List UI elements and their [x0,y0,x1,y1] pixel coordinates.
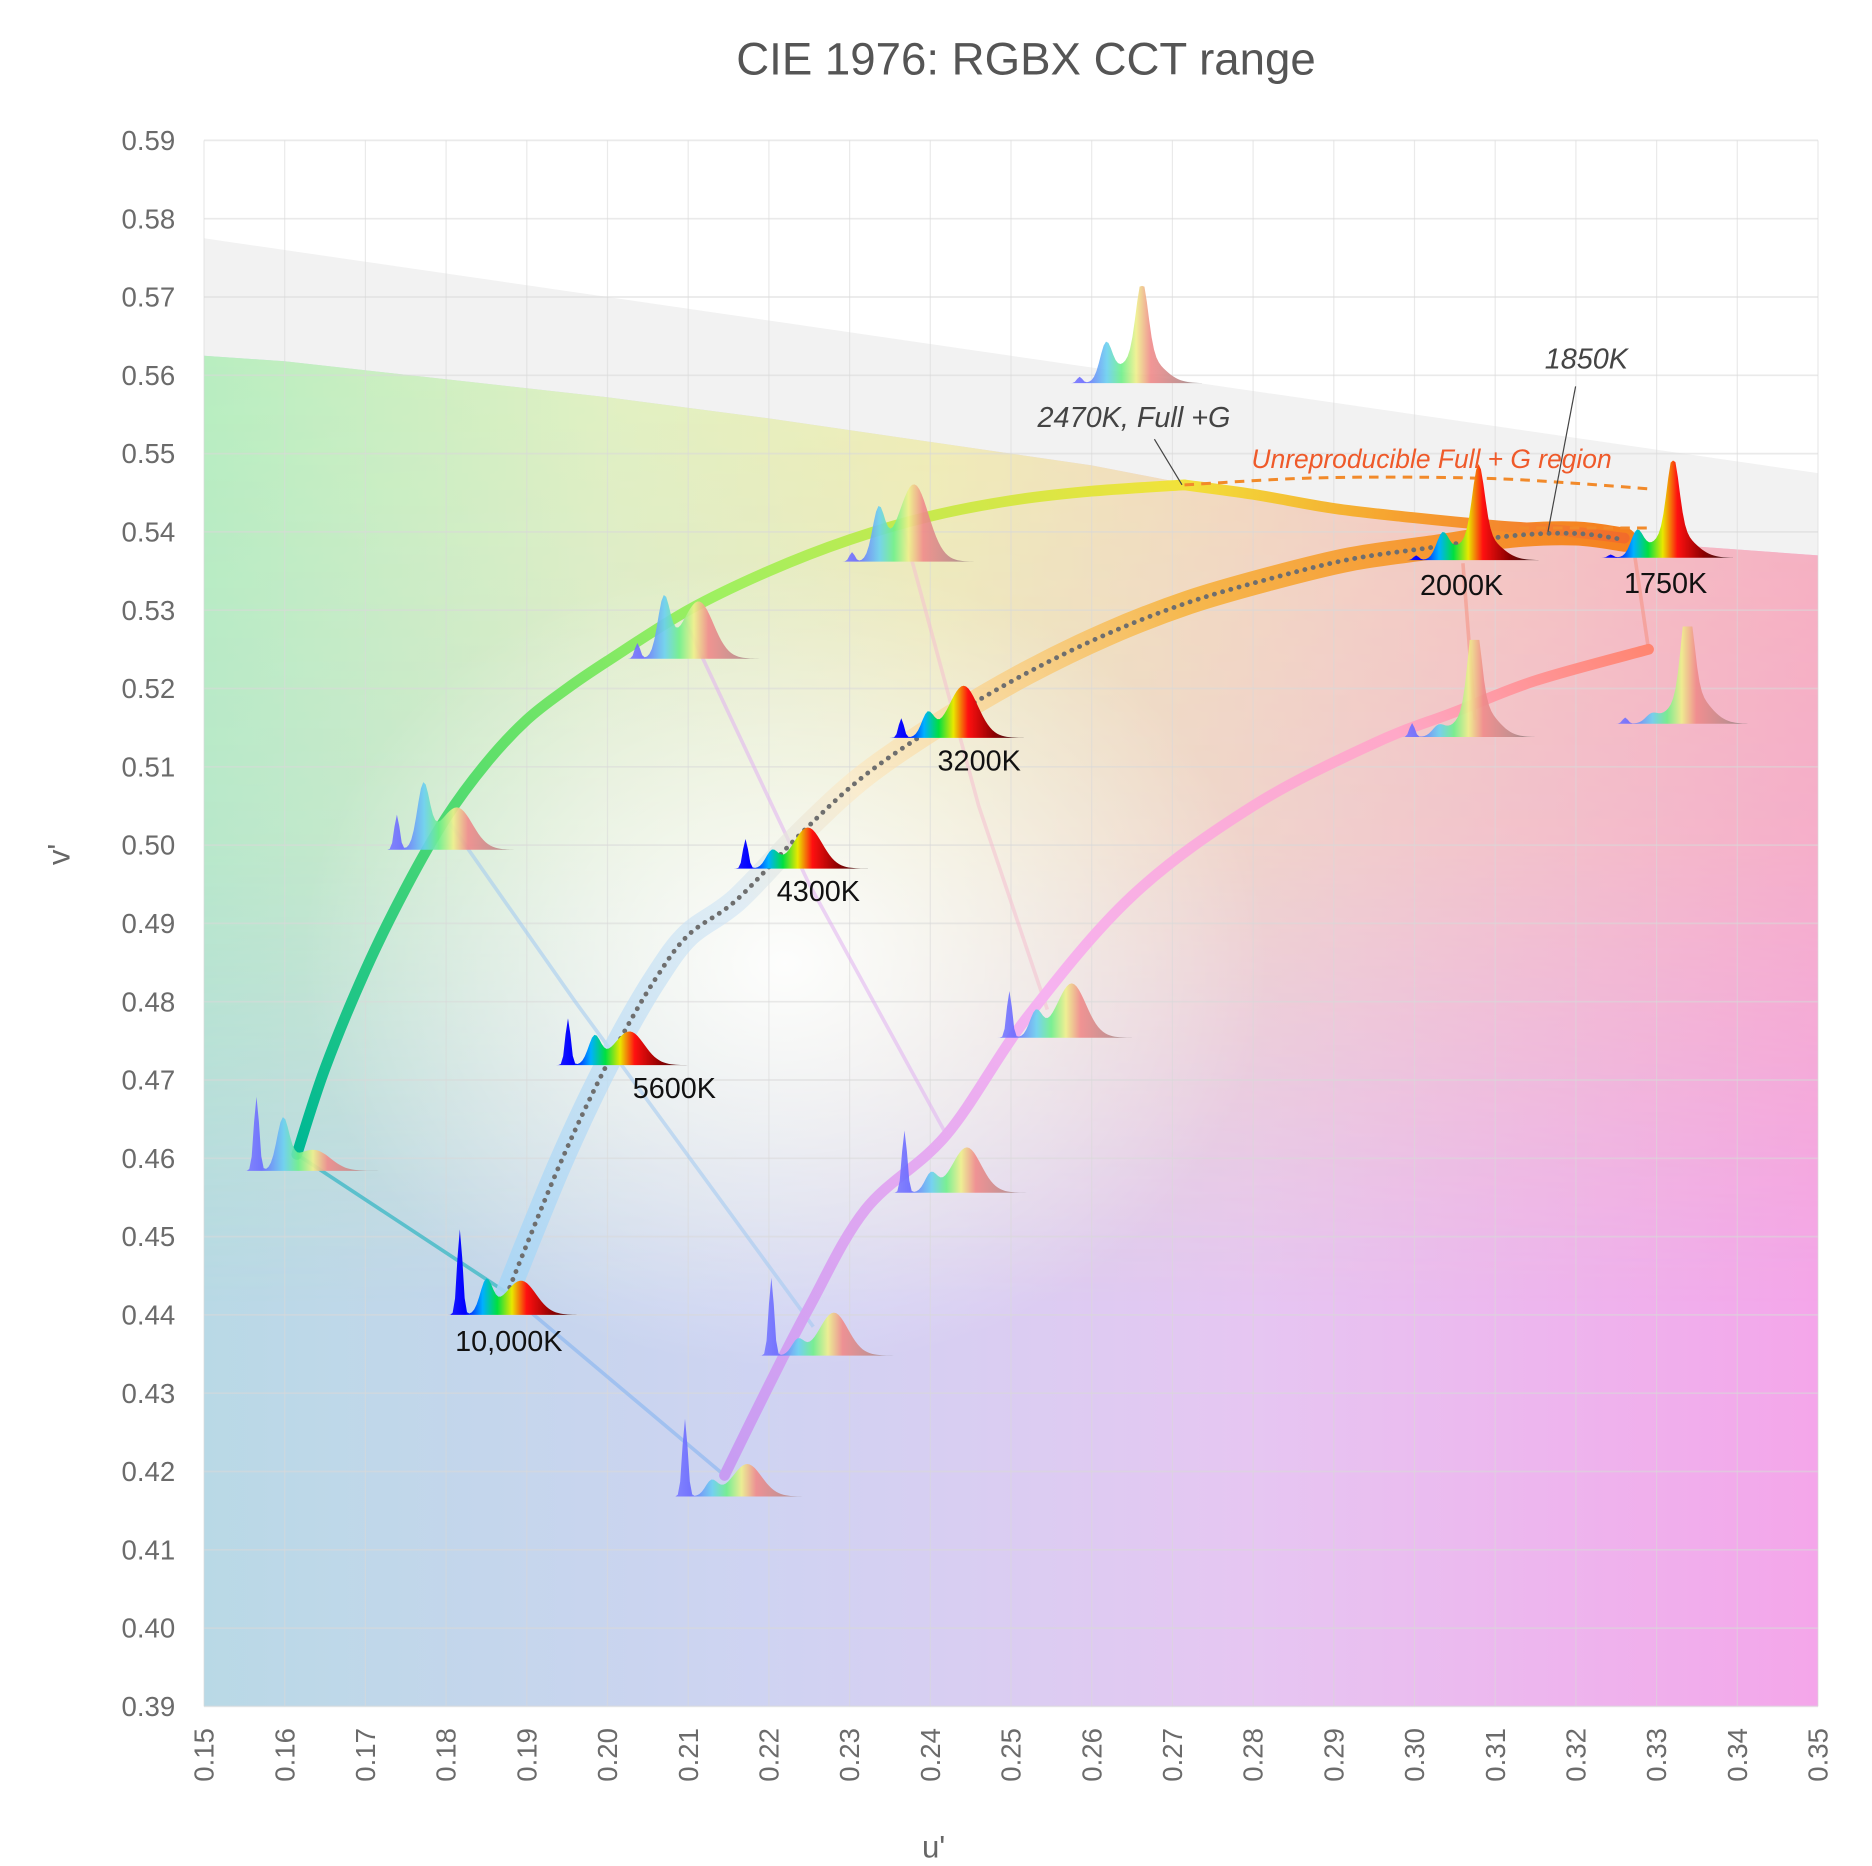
x-tick-label: 0.32 [1561,1728,1592,1782]
y-tick-label: 0.58 [121,203,175,234]
x-tick-label: 0.31 [1480,1728,1511,1782]
x-tick-label: 0.20 [592,1728,623,1782]
connector-line [295,1152,512,1297]
x-tick-label: 0.33 [1641,1728,1672,1782]
connector-line [1630,539,1651,650]
x-tick-label: 0.28 [1238,1728,1269,1782]
cct-label-5600k: 5600K [633,1073,716,1105]
spectrum-glyph [372,782,520,850]
planckian-locus-dotted [504,530,1627,1298]
y-tick-label: 0.49 [121,908,175,939]
y-tick-label: 0.53 [121,595,175,626]
x-tick-label: 0.26 [1076,1728,1107,1782]
y-tick-label: 0.51 [121,751,175,782]
spectrum-glyph [1392,464,1539,561]
x-tick-label: 0.15 [189,1728,220,1782]
cct-label-2000k: 2000K [1420,570,1503,602]
y-tick-label: 0.52 [121,673,175,704]
y-tick-label: 0.43 [121,1378,175,1409]
y-tick-label: 0.41 [121,1534,175,1565]
spectrum-glyph [747,1277,894,1356]
spectrum-glyph [660,1418,808,1497]
x-tick-label: 0.29 [1318,1728,1349,1782]
x-tick-label: 0.34 [1722,1728,1753,1782]
y-tick-label: 0.55 [121,438,175,469]
y-tick-label: 0.44 [121,1300,175,1331]
spectrum-glyph [877,685,1024,738]
unreproducible-boundary [1184,475,1649,491]
spectrum-glyph [613,594,760,659]
lower-boundary-curve [719,643,1654,1481]
leader-line-full-g [1153,438,1183,486]
spectrum-glyph [985,983,1132,1038]
y-tick-label: 0.39 [121,1691,175,1722]
x-axis-label: u' [922,1830,945,1865]
x-tick-label: 0.25 [996,1728,1027,1782]
y-tick-label: 0.40 [121,1613,175,1644]
x-tick-label: 0.27 [1157,1728,1188,1782]
y-tick-label: 0.56 [121,360,175,391]
spectrum-glyph [543,1018,691,1066]
y-tick-label: 0.42 [121,1456,175,1487]
connector-line [444,816,815,1328]
x-tick-label: 0.35 [1803,1728,1834,1782]
spectrum-glyph [1055,285,1203,384]
y-axis-label: v' [42,844,77,866]
connector-line [900,523,1050,1011]
y-tick-label: 0.46 [121,1143,175,1174]
plot-area: 10,000K 5600K 4300K 3200K 2000K 1750K 1850K 247… [203,139,1819,1708]
full-g-curve [291,479,1190,1160]
y-tick-label: 0.59 [121,125,175,156]
spectrum-glyph [721,827,868,869]
chart-title: CIE 1976: RGBX CCT range [736,33,1315,84]
y-tick-label: 0.50 [121,830,175,861]
spectrum-glyph [880,1130,1027,1193]
x-tick-label: 0.17 [350,1728,381,1782]
y-tick-label: 0.57 [121,282,175,313]
y-tick-label: 0.48 [121,986,175,1017]
spectrum-glyph [1586,460,1734,558]
spectrum-glyph [1601,626,1748,724]
spectrum-glyph [232,1096,379,1171]
x-tick-label: 0.22 [754,1728,785,1782]
x-tick-label: 0.19 [511,1728,542,1782]
x-tick-label: 0.21 [673,1728,704,1782]
leader-line-1850k [1547,386,1577,532]
cct-label-10000k: 10,000K [455,1326,562,1358]
cct-label-4300k: 4300K [777,876,860,908]
y-tick-label: 0.45 [121,1221,175,1252]
cct-label-3200k: 3200K [938,745,1021,777]
spectrum-glyph [1388,639,1535,738]
x-tick-label: 0.16 [269,1728,300,1782]
full-g-limit-curve [1179,479,1630,544]
x-tick-label: 0.18 [431,1728,462,1782]
connector-line [678,609,949,1136]
x-tick-label: 0.30 [1399,1728,1430,1782]
unreproducible-region-label: Unreproducible Full + G region [1252,444,1612,474]
x-tick-label: 0.24 [915,1728,946,1782]
y-tick-label: 0.54 [121,517,175,548]
x-tick-label: 0.23 [834,1728,865,1782]
y-axis-ticks: 0.59 0.58 0.57 0.56 0.55 0.54 0.53 0.52 0.51 0.50… [121,125,175,1722]
y-tick-label: 0.47 [121,1065,175,1096]
x-axis-ticks: 0.15 0.16 0.17 0.18 0.19 0.20 0.21 0.22 0.23 0.24… [189,1728,1834,1782]
cct-label-1850k: 1850K [1545,343,1630,375]
cct-label-1750k: 1750K [1624,568,1707,600]
spectrum-glyph [435,1229,583,1315]
spectrum-glyph [828,484,975,562]
full-g-label: 2470K, Full +G [1037,402,1231,434]
